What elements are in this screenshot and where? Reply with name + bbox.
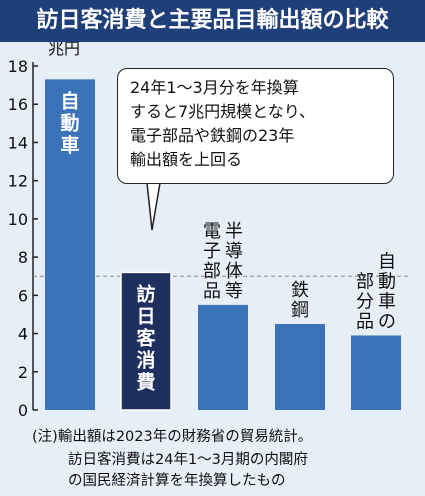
bar-label-char: 品	[203, 281, 221, 302]
y-tick-label: 16	[8, 95, 28, 114]
bar-label-char: 電	[203, 221, 221, 242]
chart-area: 0 2 4 6 8 10 12 14 16 18 兆円自動車訪日客消費電子部品半導体等鉄鋼部分品自動…	[0, 42, 425, 422]
footnote-line: 訪日客消費は24年1～3月期の内閣府	[68, 452, 308, 468]
y-tick-label: 18	[8, 57, 28, 76]
bar-label-char: 等	[225, 281, 243, 302]
bar-label-char: 部	[356, 271, 374, 292]
bar-label-char: 分	[356, 291, 374, 312]
y-tick-label: 14	[8, 133, 28, 152]
unit-label: 兆円	[48, 42, 80, 58]
y-tick-label: 4	[18, 325, 28, 344]
bar-label-char: 車	[378, 291, 396, 312]
bar-label-char: 費	[136, 370, 155, 393]
callout-line: 電子部品や鉄鋼の23年	[130, 126, 295, 145]
bar-label-char: 鋼	[291, 300, 309, 321]
y-tick-label: 2	[18, 363, 28, 382]
y-tick-label: 6	[18, 286, 28, 305]
callout-pointer	[146, 182, 161, 231]
y-tick-label: 8	[18, 248, 28, 267]
bar	[275, 324, 325, 410]
bar-label-char: 自	[378, 251, 396, 272]
bar-label-char: 訪	[136, 282, 155, 305]
bar	[120, 271, 172, 411]
callout-line: 24年1～3月分を年換算	[130, 78, 299, 97]
y-tick-label: 12	[8, 172, 28, 191]
bar-label-char: 部	[203, 261, 221, 282]
footnote-line: (注)輸出額は2023年の財務省の貿易統計。	[32, 429, 313, 445]
bar-label-char: 車	[60, 133, 79, 156]
y-tick-label: 0	[18, 401, 28, 420]
chart-title: 訪日客消費と主要品目輸出額の比較	[0, 0, 425, 42]
bar-label-char: 体	[225, 261, 243, 282]
bar-label-char: 動	[378, 271, 396, 292]
bar-label-char: 導	[225, 241, 243, 262]
bar-label-char: 子	[203, 241, 221, 262]
bar-label-char: 半	[225, 221, 243, 242]
bar-label-char: 品	[356, 311, 374, 332]
callout-line: すると7兆円規模となり、	[130, 102, 316, 121]
bar-label-char: 日	[136, 305, 155, 327]
bar-label-char: 鉄	[291, 280, 309, 301]
bar	[45, 79, 95, 410]
bar	[351, 335, 401, 410]
bar	[198, 304, 248, 410]
y-tick-label: 10	[8, 210, 28, 229]
bar-label-char: 自	[60, 89, 79, 112]
bar-label-char: 動	[60, 112, 79, 134]
callout-line: 輸出額を上回る	[130, 150, 243, 169]
bar-label-char: 客	[136, 326, 156, 349]
bar-label-char: 消	[136, 348, 155, 371]
bar-label-char: の	[378, 311, 396, 332]
callout-box: 24年1～3月分を年換算 すると7兆円規模となり、 電子部品や鉄鋼の23年 輸出…	[117, 68, 394, 184]
footnote-line: の国民経済計算を年換算したもの	[68, 473, 286, 489]
